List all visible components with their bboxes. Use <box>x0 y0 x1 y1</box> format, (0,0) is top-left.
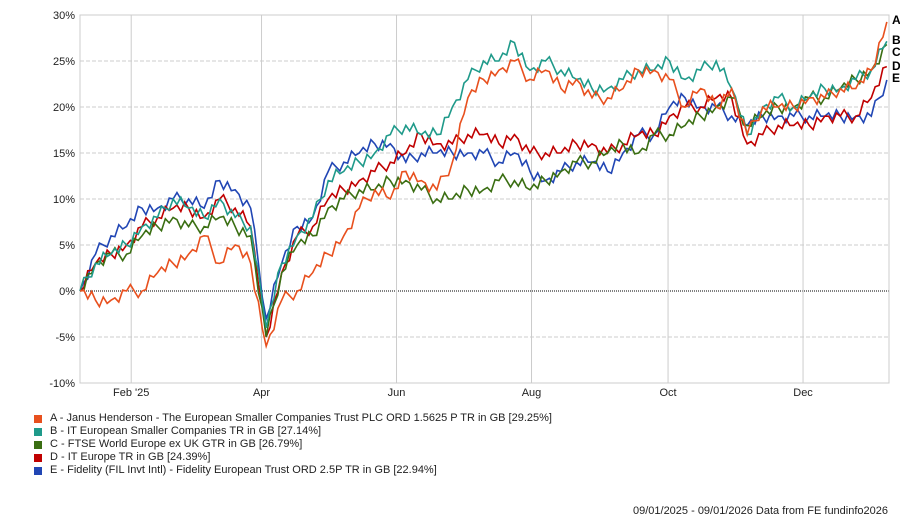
legend-label: A - Janus Henderson - The European Small… <box>50 412 552 424</box>
y-tick-label: 15% <box>53 148 75 160</box>
legend-item-C: C - FTSE World Europe ex UK GTR in GB [2… <box>34 438 552 451</box>
series-end-label-E: E <box>892 71 900 85</box>
legend-swatch <box>34 414 42 423</box>
x-tick-label: Oct <box>659 387 676 399</box>
legend-item-B: B - IT European Smaller Companies TR in … <box>34 425 552 438</box>
legend-swatch <box>34 466 42 475</box>
y-tick-label: 25% <box>53 56 75 68</box>
legend-item-D: D - IT Europe TR in GB [24.39%] <box>34 451 552 464</box>
legend-label: B - IT European Smaller Companies TR in … <box>50 425 322 437</box>
footer-source: 09/01/2025 - 09/01/2026 Data from FE fun… <box>632 505 888 517</box>
y-tick-label: 10% <box>53 194 75 206</box>
series-end-label-C: C <box>892 45 900 59</box>
legend-item-A: A - Janus Henderson - The European Small… <box>34 412 552 425</box>
legend-swatch <box>34 440 42 449</box>
y-tick-label: 5% <box>59 240 75 252</box>
y-tick-label: 30% <box>53 10 75 22</box>
plot-frame <box>79 14 890 384</box>
series-line-C <box>79 43 888 338</box>
series-line-D <box>79 65 888 338</box>
x-tick-label: Apr <box>253 387 270 399</box>
legend-label: E - Fidelity (FIL Invt Intl) - Fidelity … <box>50 464 437 476</box>
legend-item-E: E - Fidelity (FIL Invt Intl) - Fidelity … <box>34 464 552 477</box>
legend-swatch <box>34 427 42 436</box>
x-tick-label: Dec <box>793 387 813 399</box>
legend-swatch <box>34 453 42 462</box>
series-end-label-A: A <box>892 13 900 27</box>
y-tick-label: -10% <box>49 378 75 390</box>
x-tick-label: Jun <box>388 387 406 399</box>
series-end-label-B: B <box>892 33 900 47</box>
legend-label: D - IT Europe TR in GB [24.39%] <box>50 451 211 463</box>
y-tick-label: -5% <box>55 332 75 344</box>
x-tick-label: Aug <box>522 387 542 399</box>
y-tick-label: 0% <box>59 286 75 298</box>
y-tick-label: 20% <box>53 102 75 114</box>
series-line-B <box>79 39 888 328</box>
legend-label: C - FTSE World Europe ex UK GTR in GB [2… <box>50 438 303 450</box>
legend: A - Janus Henderson - The European Small… <box>34 412 552 477</box>
series-end-label-D: D <box>892 59 900 73</box>
x-tick-label: Feb '25 <box>113 387 149 399</box>
series-line-A <box>79 21 888 350</box>
